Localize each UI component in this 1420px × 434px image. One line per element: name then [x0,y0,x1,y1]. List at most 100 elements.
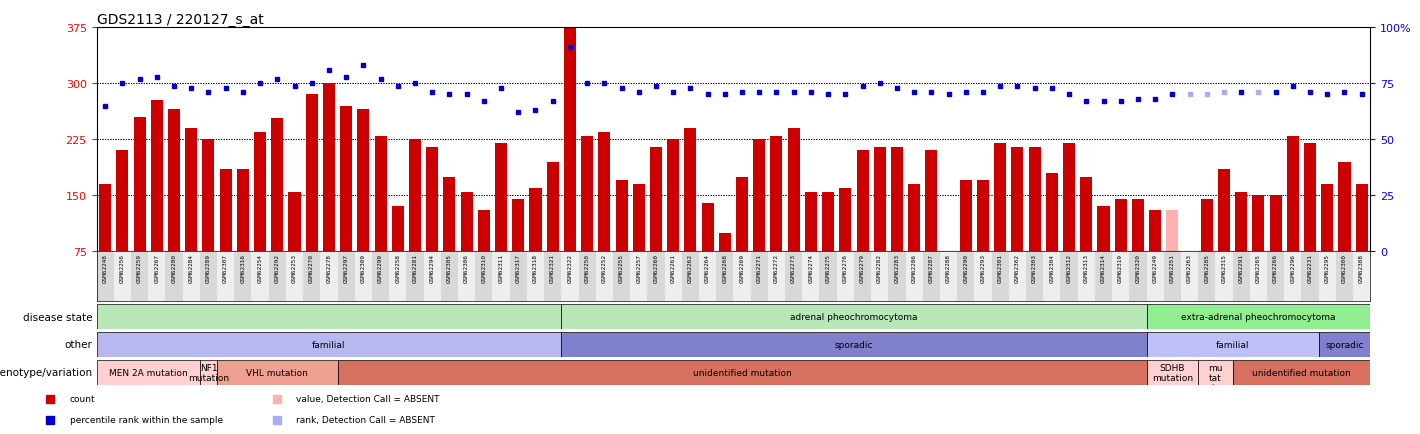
Text: GSM62260: GSM62260 [653,253,659,282]
Bar [1267,252,1284,302]
Text: SDHB
mutation: SDHB mutation [1152,363,1193,382]
Text: GSM62281: GSM62281 [412,253,417,282]
Bar [943,252,954,274]
Text: GSM62253: GSM62253 [293,253,297,282]
Bar [1027,252,1044,302]
Bar [1146,304,1370,329]
Bar [116,151,128,252]
Bar [477,211,490,252]
Bar [771,136,782,252]
Text: GSM62265: GSM62265 [1255,253,1261,282]
Text: GSM62287: GSM62287 [929,253,934,282]
Bar [114,252,131,302]
Bar [375,136,386,252]
Bar [1146,332,1319,357]
Bar [1339,162,1350,252]
Bar [1008,252,1027,302]
Text: GSM62285: GSM62285 [1204,253,1210,282]
Text: GSM62296: GSM62296 [1291,253,1295,282]
Text: GSM62267: GSM62267 [155,253,159,282]
Bar [1081,177,1092,252]
Text: GDS2113 / 220127_s_at: GDS2113 / 220127_s_at [97,13,263,27]
Text: GSM62256: GSM62256 [119,253,125,282]
Bar [1250,252,1267,302]
Bar [1356,185,1367,252]
Text: GSM62288: GSM62288 [946,253,951,282]
Text: other: other [64,340,92,349]
Text: GSM62306: GSM62306 [464,253,469,282]
Bar [200,252,217,302]
Text: sporadic: sporadic [835,340,873,349]
Text: GSM62295: GSM62295 [1325,253,1329,282]
Bar [716,252,734,302]
Text: GSM62248: GSM62248 [102,253,108,282]
Bar [890,148,903,252]
Bar [97,332,561,357]
Text: disease state: disease state [23,312,92,322]
Bar [1319,252,1336,302]
Bar [544,252,561,302]
Text: GSM62313: GSM62313 [1083,253,1089,282]
Text: GSM62231: GSM62231 [1308,253,1312,282]
Bar [423,252,440,302]
Bar [97,304,561,329]
Text: GSM62321: GSM62321 [550,253,555,282]
Text: GSM62258: GSM62258 [395,253,400,282]
Bar [322,84,335,252]
Text: GSM62250: GSM62250 [585,253,589,282]
Text: GSM62314: GSM62314 [1100,253,1106,282]
Text: SD
HD
mu
tat
io
n: SD HD mu tat io n [1208,342,1223,403]
Text: GSM62292: GSM62292 [275,253,280,282]
Bar [615,181,628,252]
Bar [957,252,974,302]
Text: GSM62268: GSM62268 [723,253,727,282]
Text: GSM62264: GSM62264 [706,253,710,282]
Bar [165,252,183,302]
Bar [459,252,476,302]
Bar [1166,211,1179,252]
Bar [751,252,768,302]
Bar [1321,185,1333,252]
Bar [476,252,493,302]
Bar [805,192,816,252]
Bar [684,129,696,252]
Bar [338,360,1146,385]
Bar [1353,252,1370,302]
Bar [547,162,558,252]
Bar [1218,170,1230,252]
Text: VHL mutation: VHL mutation [246,368,308,377]
Bar [960,181,971,252]
Bar [561,252,578,302]
Bar [1149,211,1162,252]
Text: GSM62251: GSM62251 [1170,253,1174,282]
Bar [426,148,439,252]
Bar [496,144,507,252]
Bar [409,140,420,252]
Bar [1164,252,1181,302]
Text: sporadic: sporadic [1325,340,1363,349]
Bar [853,252,870,302]
Bar [133,118,146,252]
Text: GSM62278: GSM62278 [327,253,331,282]
Bar [372,252,389,302]
Text: GSM62308: GSM62308 [1359,253,1365,282]
Text: value, Detection Call = ABSENT: value, Detection Call = ABSENT [297,395,440,403]
Bar [1252,196,1264,252]
Text: GSM62283: GSM62283 [895,253,899,282]
Bar [753,140,765,252]
Text: rank, Detection Call = ABSENT: rank, Detection Call = ABSENT [297,415,436,424]
Bar [341,106,352,252]
Bar [991,252,1008,302]
Bar [440,252,459,302]
Bar [940,252,957,302]
Text: GSM62254: GSM62254 [257,253,263,282]
Bar [1098,207,1109,252]
Text: NF1
mutation: NF1 mutation [187,363,229,382]
Text: GSM62280: GSM62280 [172,253,176,282]
Text: GSM62257: GSM62257 [636,253,642,282]
Bar [1198,252,1216,302]
Text: GSM62262: GSM62262 [687,253,693,282]
Text: MEN 2A mutation: MEN 2A mutation [109,368,187,377]
Bar [220,170,231,252]
Bar [926,151,937,252]
